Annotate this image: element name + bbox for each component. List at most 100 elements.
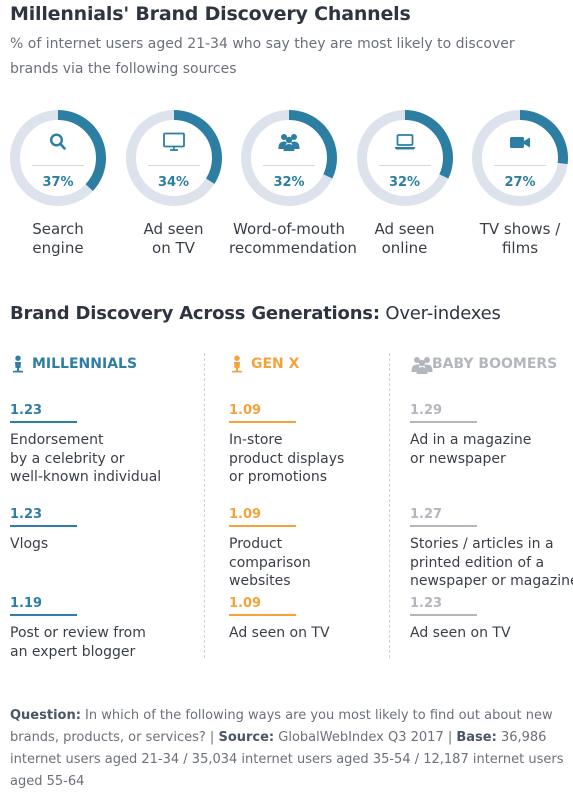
index-item: 1.23 Ad seen on TV (410, 595, 573, 643)
donut-ring (356, 110, 453, 206)
donut-label-4: Ad seen online (345, 220, 465, 258)
generations-title-rest: Over-indexes (379, 303, 501, 324)
index-underline (410, 421, 477, 423)
index-label: Vlogs (10, 535, 185, 554)
donut-label-1: Search engine (0, 220, 118, 258)
index-value: 1.19 (10, 596, 43, 611)
index-label: Post or review from an expert blogger (10, 624, 185, 661)
source-text: GlobalWebIndex Q3 2017 | (274, 730, 457, 745)
index-label-line: or newspaper (410, 450, 506, 467)
donut-arc (356, 110, 453, 206)
index-label-line: an expert blogger (10, 643, 136, 660)
index-label-line: product displays (229, 450, 345, 467)
people-icon (277, 132, 301, 152)
index-label-line: Ad in a magazine (410, 432, 532, 448)
footer-notes: Question: In which of the following ways… (10, 705, 566, 793)
donut-arc (241, 110, 337, 206)
donut-ring (241, 110, 337, 206)
index-item: 1.09 Ad seen on TV (229, 595, 404, 643)
index-value: 1.23 (410, 596, 443, 611)
column-divider (204, 353, 205, 658)
donut-label-2: Ad seen on TV (114, 220, 234, 258)
index-label-line: Stories / articles in a (410, 536, 554, 552)
donut-ring (472, 110, 568, 206)
index-label: Ad seen on TV (229, 624, 404, 643)
index-label: Ad seen on TV (410, 624, 573, 643)
donut-label-line: online (381, 239, 428, 257)
index-item: 1.09 In-store product displays or promotion… (229, 402, 404, 487)
index-label: Ad in a magazine or newspaper (410, 431, 573, 468)
index-value: 1.23 (10, 507, 43, 522)
donut-value: 27% (504, 175, 536, 190)
donut-divider (147, 165, 200, 166)
donut-divider (263, 165, 315, 166)
donut-label-line: Ad seen (374, 220, 435, 238)
index-label: Endorsement by a celebrity or well-known i… (10, 431, 185, 487)
donut-divider (378, 165, 431, 166)
donut-ring (10, 110, 106, 206)
laptop-icon (393, 132, 417, 152)
index-value: 1.09 (229, 507, 262, 522)
index-label-line: newspaper or magazine (410, 573, 573, 589)
donut-label-5: TV shows / films (460, 220, 573, 258)
donut-label-3: Word-of-mouth recommendation (229, 220, 357, 258)
question-label: Question: (10, 708, 81, 723)
person-icon (229, 355, 245, 373)
donut-ring (125, 110, 222, 206)
donut-divider (32, 165, 84, 166)
index-value: 1.29 (410, 403, 443, 418)
index-item: 1.29 Ad in a magazine or newspaper (410, 402, 573, 468)
donut-divider (494, 165, 546, 166)
donut-value: 34% (157, 175, 190, 190)
donut-arc (472, 110, 568, 206)
index-label: Product comparison websites (229, 535, 404, 591)
search-icon (46, 132, 70, 152)
index-underline (229, 421, 296, 423)
index-value: 1.09 (229, 403, 262, 418)
index-item: 1.19 Post or review from an expert blogger (10, 595, 185, 661)
index-value: 1.27 (410, 507, 443, 522)
index-label: In-store product displays or promotions (229, 431, 404, 487)
people-icon (410, 355, 433, 374)
generations-title: Brand Discovery Across Generations: Over… (10, 303, 501, 324)
donut-value: 32% (388, 175, 421, 190)
index-label-line: Vlogs (10, 536, 49, 552)
donut-3: 32% (239, 108, 339, 208)
tv-icon (162, 132, 186, 152)
index-label-line: Ad seen on TV (229, 625, 330, 641)
donut-label-line: recommendation (229, 239, 357, 257)
donut-value: 37% (42, 175, 74, 190)
person-icon (10, 355, 26, 373)
index-underline (10, 525, 77, 527)
index-label-line: In-store (229, 432, 283, 448)
index-label-line: comparison (229, 554, 311, 571)
column-title: MILLENNIALS (32, 356, 138, 372)
index-value: 1.09 (229, 596, 262, 611)
donut-label-line: on TV (152, 239, 195, 257)
donut-2: 34% (124, 108, 224, 208)
donut-label-line: films (501, 239, 539, 257)
index-label: Stories / articles in a printed edition o… (410, 535, 573, 591)
donut-5: 27% (470, 108, 570, 208)
video-camera-icon (508, 132, 532, 152)
donut-arc (10, 110, 106, 206)
index-label-line: Endorsement (10, 432, 104, 448)
chart-subtitle: % of internet users aged 21-34 who say t… (10, 36, 515, 77)
base-label: Base: (456, 730, 497, 745)
index-underline (410, 525, 477, 527)
index-label-line: websites (229, 573, 291, 589)
index-value: 1.23 (10, 403, 43, 418)
index-underline (10, 614, 77, 616)
index-label-line: by a celebrity or (10, 450, 125, 467)
donut-1: 37% (8, 108, 108, 208)
donut-4: 32% (355, 108, 455, 208)
donut-value: 32% (273, 175, 305, 190)
donut-label-line: Ad seen (143, 220, 204, 238)
source-label: Source: (218, 730, 275, 745)
index-underline (10, 421, 77, 423)
index-label-line: well-known individual (10, 469, 162, 485)
donut-arc (125, 110, 222, 206)
donut-label-line: Search (32, 220, 84, 238)
donut-label-line: TV shows / (479, 220, 561, 238)
index-label-line: or promotions (229, 469, 327, 485)
